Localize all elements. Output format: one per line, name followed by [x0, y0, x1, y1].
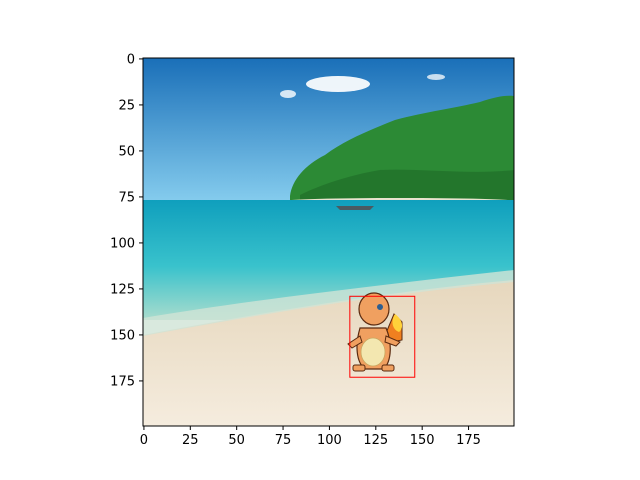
- charmander-sprite: [347, 292, 403, 372]
- sprite-eye: [377, 304, 383, 310]
- y-tick-label: 100: [110, 236, 135, 251]
- sprite-arm-right: [384, 335, 401, 347]
- cloud: [280, 90, 296, 98]
- island-shade: [300, 169, 514, 202]
- wet-sand: [143, 270, 514, 336]
- y-tick-label: 175: [110, 374, 135, 389]
- x-tick-label: 75: [275, 433, 292, 448]
- cloud: [427, 74, 445, 80]
- x-tick-label: 125: [363, 433, 388, 448]
- y-tick-label: 0: [127, 52, 135, 67]
- boat: [336, 206, 374, 210]
- x-tick-label: 50: [228, 433, 245, 448]
- x-tick-label: 150: [410, 433, 435, 448]
- sprite-head: [358, 292, 390, 326]
- y-tick-label: 50: [118, 144, 135, 159]
- bounding-box: [349, 295, 416, 378]
- x-tick-label: 100: [317, 433, 342, 448]
- x-axis: 0 25 50 75 100 125 150 175: [140, 426, 481, 448]
- x-tick-label: 175: [456, 433, 481, 448]
- y-tick-label: 150: [110, 328, 135, 343]
- sprite-belly: [360, 337, 386, 367]
- sprite-foot-right: [381, 364, 395, 372]
- sand: [143, 280, 514, 426]
- x-tick-label: 0: [140, 433, 148, 448]
- y-tick-label: 75: [118, 190, 135, 205]
- y-tick-label: 25: [118, 98, 135, 113]
- x-tick-label: 25: [182, 433, 199, 448]
- sprite-arm-left: [347, 335, 363, 349]
- plot-frame: [142, 57, 515, 427]
- y-tick-label: 125: [110, 282, 135, 297]
- sprite-flame: [392, 314, 403, 332]
- beach-image: [143, 58, 514, 426]
- sprite-foot-left: [352, 364, 366, 372]
- y-axis: 0 25 50 75 100 125 150 175: [110, 52, 143, 389]
- cloud: [306, 76, 370, 92]
